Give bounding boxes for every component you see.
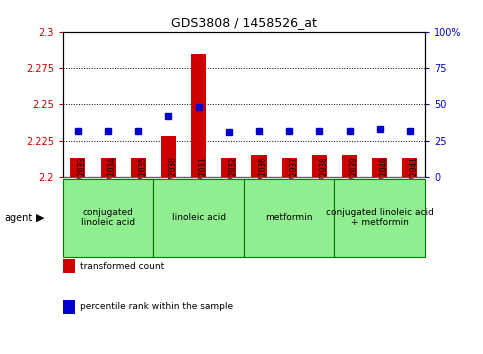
FancyBboxPatch shape — [244, 179, 334, 257]
Text: GSM372031: GSM372031 — [199, 156, 208, 198]
Text: GSM372041: GSM372041 — [410, 156, 419, 198]
Text: GSM372039: GSM372039 — [350, 156, 358, 198]
Text: GSM372034: GSM372034 — [108, 156, 117, 198]
Bar — [161, 136, 176, 177]
Text: GSM372030: GSM372030 — [169, 156, 177, 198]
Bar — [221, 158, 236, 177]
FancyBboxPatch shape — [154, 179, 244, 257]
Bar — [312, 155, 327, 177]
Bar — [282, 158, 297, 177]
FancyBboxPatch shape — [334, 179, 425, 257]
Text: ▶: ▶ — [36, 213, 45, 223]
Text: GSM372040: GSM372040 — [380, 156, 389, 198]
Text: conjugated
linoleic acid: conjugated linoleic acid — [81, 208, 135, 227]
Text: GSM372038: GSM372038 — [319, 156, 328, 198]
Bar — [131, 158, 146, 177]
Text: agent: agent — [5, 213, 33, 223]
Text: metformin: metformin — [266, 213, 313, 222]
Bar — [71, 158, 85, 177]
Bar — [252, 155, 267, 177]
Text: GSM372036: GSM372036 — [259, 156, 268, 198]
FancyBboxPatch shape — [63, 179, 154, 257]
Bar — [342, 155, 357, 177]
Text: GSM372035: GSM372035 — [138, 156, 147, 198]
Text: GSM372037: GSM372037 — [289, 156, 298, 198]
Text: percentile rank within the sample: percentile rank within the sample — [80, 302, 233, 312]
Bar — [372, 158, 387, 177]
Bar — [191, 54, 206, 177]
Text: transformed count: transformed count — [80, 262, 164, 271]
Bar — [402, 158, 417, 177]
Bar — [100, 158, 115, 177]
Text: linoleic acid: linoleic acid — [171, 213, 226, 222]
Title: GDS3808 / 1458526_at: GDS3808 / 1458526_at — [171, 16, 317, 29]
Text: GSM372033: GSM372033 — [78, 156, 87, 198]
Text: conjugated linoleic acid
+ metformin: conjugated linoleic acid + metformin — [326, 208, 434, 227]
Text: GSM372032: GSM372032 — [229, 156, 238, 198]
